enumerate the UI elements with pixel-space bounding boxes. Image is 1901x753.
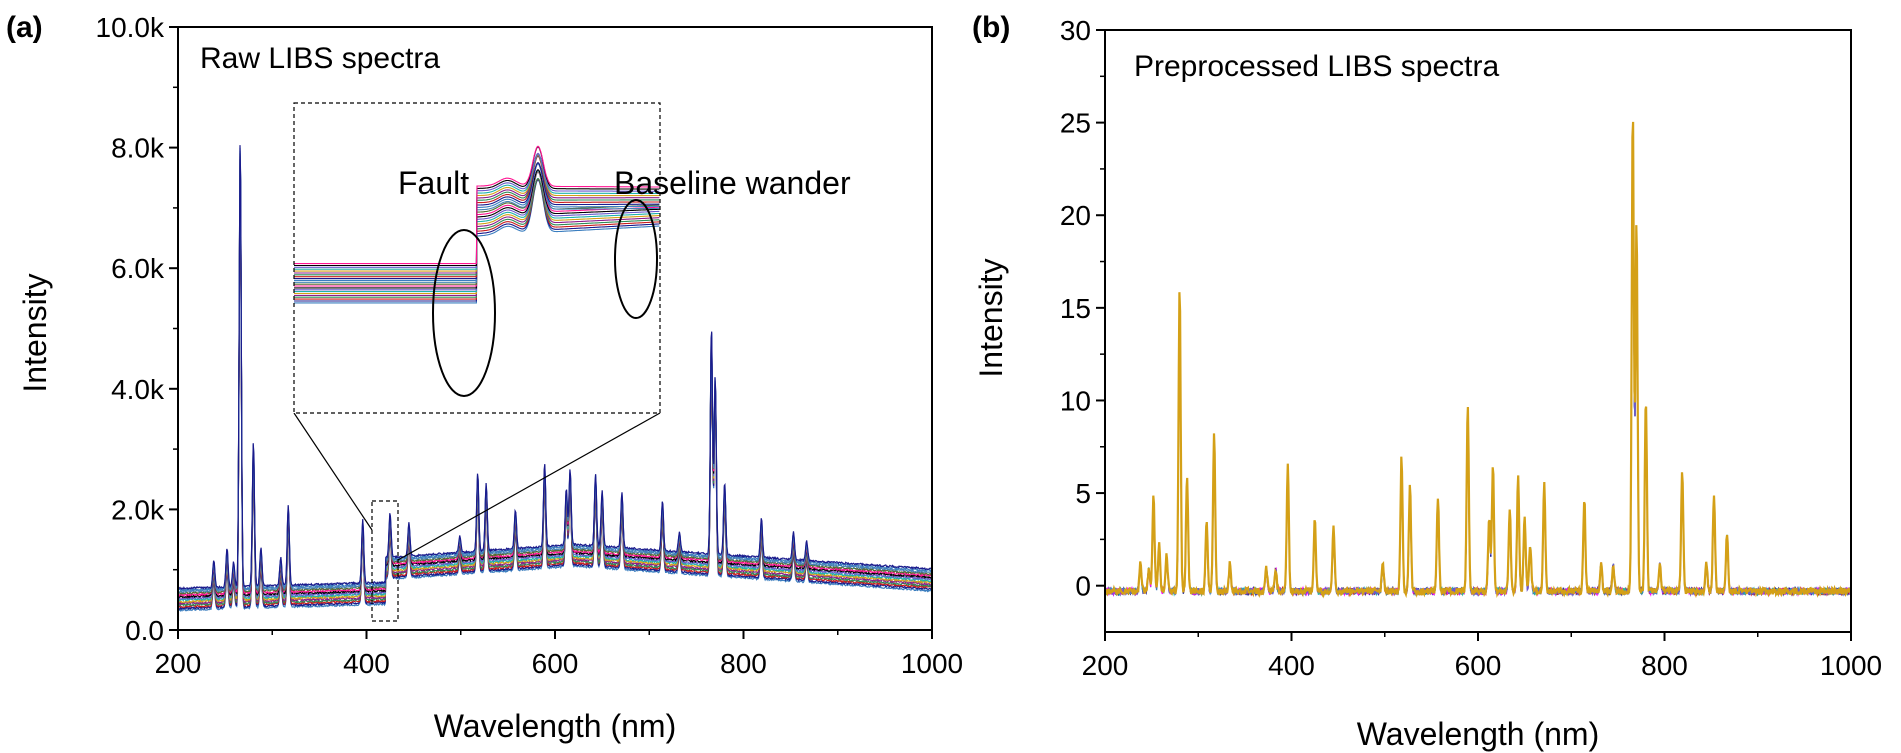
panel-a-x-tick-label: 1000 — [901, 648, 963, 679]
panel-a-title: Raw LIBS spectra — [200, 42, 440, 75]
panel-b-y-tick-label: 30 — [1060, 15, 1091, 46]
panel-b-y-tick-label: 15 — [1060, 293, 1091, 324]
inset-traces — [294, 145, 660, 304]
panel-a-inset: Fault Baseline wander — [293, 102, 851, 414]
panel-a-raw-spectra: (a) Raw LIBS spectra 200 400 600 800 1000 0.0… — [6, 11, 963, 744]
inset-frame — [293, 102, 661, 414]
panel-b-traces — [1104, 121, 1852, 599]
panel-b-x-tick-label: 200 — [1082, 650, 1129, 681]
panel-a-y-tick-label: 6.0k — [111, 253, 165, 284]
panel-a-zoom-region-box — [371, 500, 399, 622]
panel-a-frame — [177, 26, 933, 631]
fault-ellipse — [432, 229, 496, 397]
panel-b-title: Preprocessed LIBS spectra — [1134, 50, 1500, 83]
panel-b-y-tick-label: 20 — [1060, 200, 1091, 231]
fault-annotation: Fault — [398, 165, 469, 201]
panel-a-traces — [177, 145, 932, 612]
panel-a-ticks: 200 400 600 800 1000 0.0 2.0k 4.0k 6.0k 8.0k 10.0k — [96, 12, 964, 679]
panel-b-spectrum-line — [1104, 121, 1852, 599]
panel-b-ticks: 200 400 600 800 1000 0 5 10 15 20 25 30 — [1060, 15, 1882, 681]
panel-b-preprocessed-spectra: (b) Preprocessed LIBS spectra 200 400 600 8… — [972, 11, 1882, 752]
panel-a-y-tick-label: 2.0k — [111, 494, 165, 525]
panel-b-y-axis-title: Intensity — [973, 258, 1009, 377]
panel-b-x-tick-label: 600 — [1455, 650, 1502, 681]
panel-a-y-tick-label: 0.0 — [125, 615, 164, 646]
panel-a-y-axis-title: Intensity — [17, 273, 53, 392]
panel-b-y-tick-label: 25 — [1060, 108, 1091, 139]
panel-a-zoom-connector-left — [293, 412, 373, 531]
panel-b-y-tick-label: 5 — [1075, 478, 1091, 509]
panel-a-x-tick-label: 800 — [720, 648, 767, 679]
panel-b-x-tick-label: 1000 — [1820, 650, 1882, 681]
panel-a-spectrum-line — [177, 145, 932, 590]
panel-b-x-tick-label: 400 — [1268, 650, 1315, 681]
panel-a-y-tick-label: 10.0k — [96, 12, 165, 43]
panel-a-x-tick-label: 200 — [155, 648, 202, 679]
panel-b-x-axis-title: Wavelength (nm) — [1357, 716, 1599, 752]
panel-a-x-tick-label: 600 — [532, 648, 579, 679]
panel-b-y-tick-label: 10 — [1060, 385, 1091, 416]
inset-spectrum-line — [294, 145, 660, 265]
panel-a-y-tick-label: 8.0k — [111, 133, 165, 164]
panel-b-x-tick-label: 800 — [1641, 650, 1688, 681]
panel-b-y-tick-label: 0 — [1075, 571, 1091, 602]
baseline-wander-annotation: Baseline wander — [614, 165, 851, 201]
panel-a-x-tick-label: 400 — [343, 648, 390, 679]
panel-a-zoom-connector-right — [397, 412, 661, 561]
panel-a-letter: (a) — [6, 11, 43, 44]
panel-a-x-axis-title: Wavelength (nm) — [434, 708, 676, 744]
panel-b-frame — [1104, 29, 1852, 633]
baseline-wander-ellipse — [614, 199, 658, 319]
panel-b-letter: (b) — [972, 11, 1010, 44]
panel-a-y-tick-label: 4.0k — [111, 374, 165, 405]
